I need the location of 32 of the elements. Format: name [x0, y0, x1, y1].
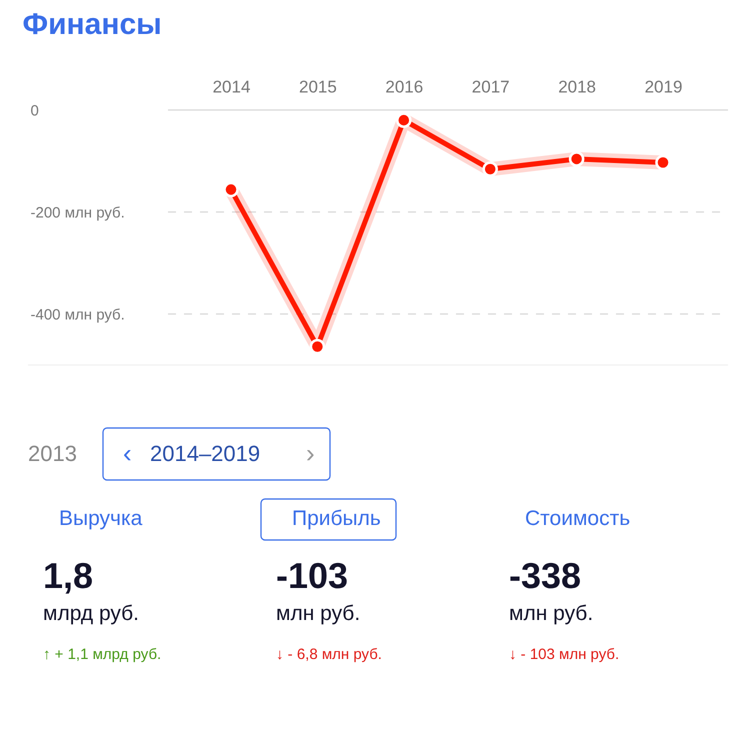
x-tick-label: 2017 [472, 78, 510, 96]
text: 2014–2019 [150, 441, 260, 466]
text: Прибыль [292, 507, 381, 530]
text: Стоимость [525, 507, 630, 530]
text: ↓ - 103 млн руб. [509, 646, 620, 663]
text: млрд руб. [43, 602, 140, 625]
x-tick-label: 2016 [385, 78, 424, 96]
text: Выручка [59, 507, 143, 530]
x-tick-label: 2019 [644, 78, 682, 96]
x-tick-label: 2014 [212, 78, 250, 96]
point [568, 151, 584, 167]
text: ↑ + 1,1 млрд руб. [43, 646, 162, 663]
y-tick-label: 0 [30, 102, 39, 120]
point [655, 154, 671, 170]
text: › [306, 438, 315, 468]
text: млн руб. [509, 602, 594, 625]
text: млн руб. [276, 602, 360, 625]
x-tick-label: 2015 [298, 78, 337, 96]
y-tick-label: -400 млн руб. [30, 306, 125, 324]
text: -338 [509, 555, 582, 596]
text: 1,8 [43, 555, 94, 596]
point [223, 182, 239, 198]
y-tick-label: -200 млн руб. [30, 204, 125, 222]
point [482, 161, 498, 177]
text: ‹ [123, 438, 132, 468]
point [310, 338, 326, 354]
text: ↓ - 6,8 млн руб. [276, 646, 382, 663]
x-tick-label: 2018 [558, 78, 596, 96]
chart-title: Финансы [22, 8, 162, 41]
text: 2013 [28, 441, 77, 466]
point [396, 112, 412, 128]
text: -103 [276, 555, 348, 596]
